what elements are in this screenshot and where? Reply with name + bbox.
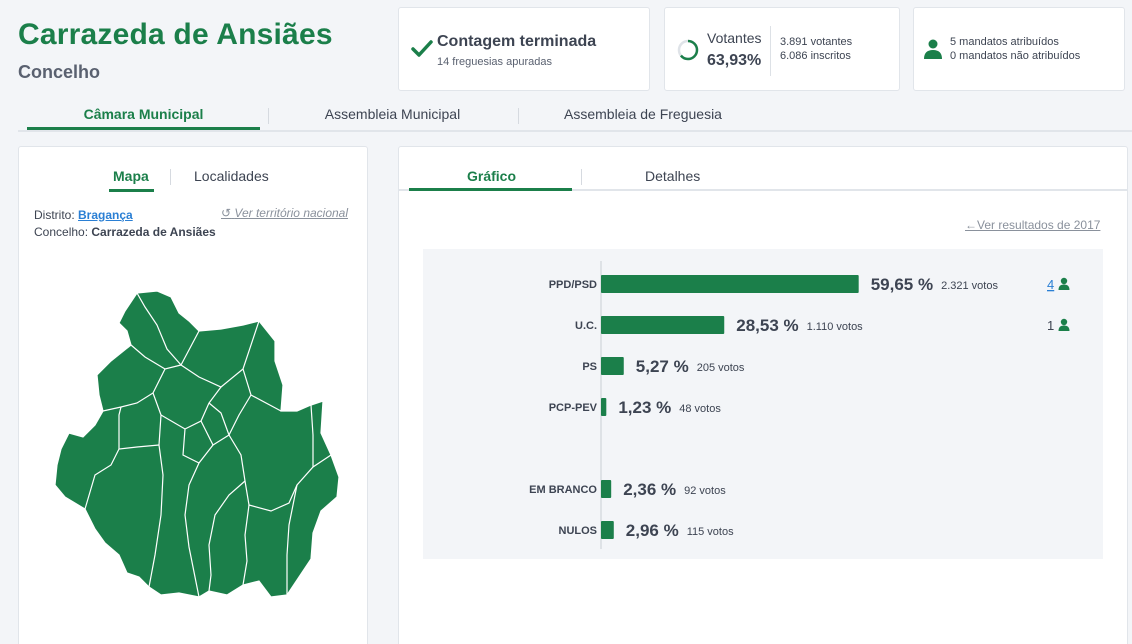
tab-camara-municipal[interactable]: Câmara Municipal [83,106,204,122]
tab-mapa[interactable]: Mapa [113,168,149,184]
percent-label: 59,65 % [871,275,933,294]
voters-percent: 63,93% [707,52,762,69]
tab-divider [581,169,582,185]
council-map[interactable] [49,285,339,605]
voters-label: Votantes [707,30,762,46]
votes-label: 48 votos [679,403,721,415]
results-chart: PPD/PSD 59,65 % 2.321 votos 4 U.C. 28,53 % 1.1… [423,249,1103,559]
undo-icon: ↺ [221,206,232,220]
person-icon [1060,318,1068,326]
votes-label: 1.110 votos [807,321,864,333]
active-tab-indicator [409,188,572,191]
result-bar [601,357,624,375]
person-icon [1058,284,1070,290]
category-label: PS [582,361,597,373]
mandates-attributed: 5 mandatos atribuídos [950,36,1059,48]
previous-results-link[interactable]: ←Ver resultados de 2017 [965,218,1100,232]
tab-assembleia-freguesia[interactable]: Assembleia de Freguesia [564,106,722,122]
count-status-card: Contagem terminada 14 freguesias apurada… [398,7,650,91]
category-label: U.C. [575,320,597,332]
person-icon [1060,277,1068,285]
status-subtitle: 14 freguesias apuradas [437,56,552,68]
active-tab-indicator [27,127,260,130]
council-row: Concelho: Carrazeda de Ansiães [34,225,216,239]
votes-label: 92 votos [684,485,726,497]
percent-label: 2,36 % [623,480,676,499]
council-label: Concelho: [34,225,89,239]
votes-label: 115 votos [687,526,734,538]
percent-label: 2,96 % [626,521,679,540]
person-icon [924,39,942,59]
national-territory-label: Ver território nacional [234,206,349,220]
category-label: NULOS [559,525,598,537]
category-label: PPD/PSD [549,279,597,291]
votes-label: 205 votos [697,362,745,374]
district-label: Distrito: [34,208,75,222]
person-icon [1058,325,1070,331]
page-title: Carrazeda de Ansiães [18,18,333,51]
map-panel: Mapa Localidades Distrito: Bragança Conc… [18,146,368,644]
status-title: Contagem terminada [437,33,597,50]
council-map-shape[interactable] [54,290,339,598]
mandates-count[interactable]: 4 [1047,277,1054,292]
district-row: Distrito: Bragança [34,208,133,222]
check-icon [411,40,433,57]
mandates-not-attributed: 0 mandatos não atribuídos [950,50,1081,62]
tab-divider [268,108,269,124]
divider [770,26,771,76]
active-tab-indicator [109,189,154,192]
percent-label: 5,27 % [636,357,689,376]
registered-count: 6.086 inscritos [780,50,851,62]
national-territory-link[interactable]: ↺ Ver território nacional [221,206,348,220]
page-subtitle: Concelho [18,62,101,82]
results-panel: Gráfico Detalhes ←Ver resultados de 2017… [398,146,1128,644]
tab-grafico[interactable]: Gráfico [467,168,517,184]
tab-divider [170,169,171,185]
district-link[interactable]: Bragança [78,208,133,222]
mandates-card: 5 mandatos atribuídos 0 mandatos não atr… [913,7,1125,91]
result-bar [601,480,612,498]
category-label: EM BRANCO [529,484,597,496]
category-label: PCP-PEV [549,402,598,414]
previous-results-label: Ver resultados de 2017 [977,218,1101,232]
percent-label: 1,23 % [618,398,671,417]
result-bar [601,316,725,334]
tab-assembleia-municipal[interactable]: Assembleia Municipal [324,106,461,122]
council-value: Carrazeda de Ansiães [91,225,216,239]
parish-borders [84,292,332,598]
votes-label: 2.321 votos [941,280,998,292]
result-bar [601,275,859,293]
results-bar-chart: PPD/PSD 59,65 % 2.321 votos 4 U.C. 28,53 % 1.1… [529,261,1070,549]
mandates-count: 1 [1047,318,1054,333]
election-tabs: Câmara Municipal Assembleia Municipal As… [18,102,1132,132]
tab-divider [518,108,519,124]
tab-baseline [399,189,1127,191]
tab-detalhes[interactable]: Detalhes [645,168,701,184]
result-bar [601,521,614,539]
voters-count: 3.891 votantes [780,36,853,48]
result-bar [601,398,607,416]
tab-localidades[interactable]: Localidades [194,168,269,184]
progress-ring-icon [677,39,699,61]
percent-label: 28,53 % [736,316,798,335]
arrow-left-icon: ← [965,218,977,232]
voters-card: Votantes 63,93% 3.891 votantes 6.086 ins… [664,7,900,91]
